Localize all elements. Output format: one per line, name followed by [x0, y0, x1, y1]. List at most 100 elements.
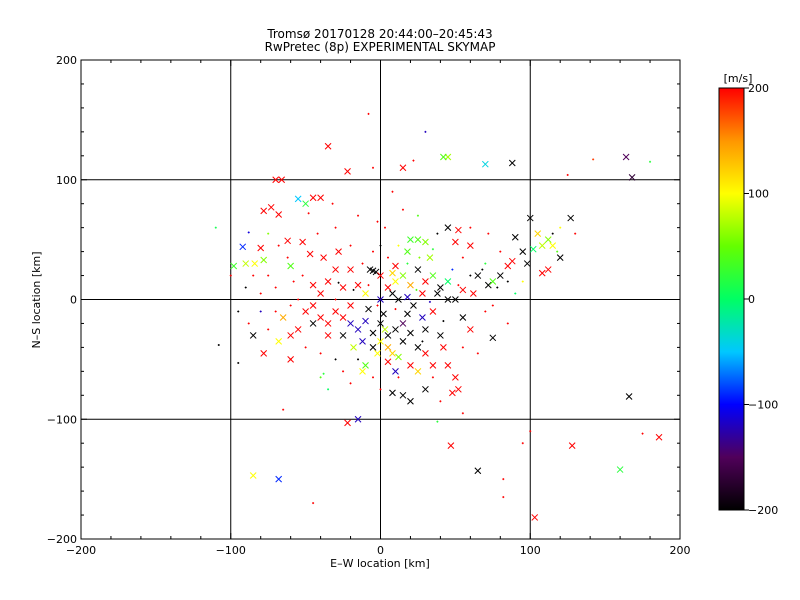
data-point-plus: [357, 358, 360, 361]
data-point-cross: [309, 194, 317, 202]
data-point-cross: [452, 296, 459, 303]
data-point-cross: [407, 281, 414, 289]
data-point-cross: [320, 254, 327, 261]
data-point-plus: [274, 286, 277, 289]
data-point-plus: [376, 304, 379, 307]
data-point-stroke: [294, 326, 302, 333]
data-point-plus: [487, 232, 490, 235]
data-point-plus: [383, 226, 386, 229]
data-point-plus: [289, 358, 292, 361]
data-point-plus: [506, 322, 509, 325]
data-point-plus: [237, 310, 240, 313]
data-point-stroke: [407, 236, 414, 243]
data-point-stroke: [272, 176, 280, 184]
data-point-cross: [429, 272, 437, 279]
data-point-cross: [399, 272, 407, 279]
data-point-plus: [244, 286, 247, 289]
data-point-cross: [568, 442, 576, 449]
data-point-stroke: [275, 338, 283, 345]
data-point-stroke: [362, 317, 369, 325]
data-point-cross: [419, 290, 426, 297]
data-point-stroke: [359, 367, 366, 375]
data-point-plus: [379, 388, 382, 391]
data-point-cross: [309, 281, 317, 289]
data-point-cross: [422, 238, 429, 246]
data-point-plus: [502, 478, 505, 481]
data-point-cross: [275, 475, 283, 483]
data-point-plus: [267, 328, 270, 331]
data-point-cross: [324, 320, 332, 327]
data-point-cross: [444, 278, 452, 285]
data-point-stroke: [440, 344, 447, 351]
data-point-stroke: [444, 278, 452, 285]
data-point-stroke: [526, 214, 534, 222]
data-point-cross: [365, 305, 372, 313]
data-point-cross: [230, 262, 238, 270]
data-point-stroke: [449, 389, 456, 397]
data-point-cross: [544, 266, 552, 273]
data-point-plus: [397, 376, 400, 379]
data-point-stroke: [309, 194, 317, 202]
data-point-stroke: [309, 302, 317, 309]
data-point-cross: [444, 224, 452, 232]
data-point-cross: [389, 290, 396, 297]
chart-title: Tromsø 20170128 20:44:00–20:45:43: [266, 27, 492, 41]
data-point-cross: [466, 326, 474, 333]
data-point-stroke: [399, 164, 407, 172]
data-point-cross: [294, 326, 302, 333]
data-point-stroke: [284, 237, 292, 245]
data-point-cross: [455, 226, 462, 234]
data-point-plus: [259, 292, 262, 295]
data-point-cross: [260, 256, 268, 264]
data-point-stroke: [339, 284, 347, 291]
data-point-plus: [406, 262, 409, 265]
data-point-plus: [301, 274, 304, 277]
data-point-cross: [523, 260, 531, 267]
data-point-cross: [414, 236, 422, 243]
data-point-stroke: [474, 467, 482, 475]
data-point-stroke: [489, 278, 497, 285]
data-point-plus: [481, 268, 484, 271]
data-point-cross: [309, 320, 317, 327]
x-tick-labels: −200 −100 0 100 200: [66, 544, 691, 557]
data-point-plus: [476, 352, 479, 355]
data-point-stroke: [447, 442, 455, 449]
data-point-stroke: [354, 326, 362, 333]
data-point-cross: [359, 367, 366, 375]
data-point-cross: [469, 290, 477, 297]
data-point-cross: [339, 314, 347, 321]
data-point-cross: [429, 362, 437, 369]
data-point-cross: [339, 332, 347, 339]
data-point-plus: [529, 430, 532, 433]
data-point-stroke: [452, 238, 459, 246]
data-point-cross: [374, 350, 381, 357]
data-point-stroke: [519, 248, 527, 255]
data-point-cross: [419, 314, 426, 321]
data-point-cross: [317, 314, 324, 321]
data-point-plus: [391, 190, 394, 193]
data-point-stroke: [567, 214, 575, 222]
data-point-cross: [369, 329, 377, 337]
data-point-stroke: [309, 281, 317, 289]
data-point-cross: [625, 393, 633, 400]
data-point-cross: [407, 329, 414, 337]
data-point-plus: [337, 281, 340, 284]
data-point-cross: [354, 415, 362, 423]
data-point-plus: [386, 256, 389, 259]
data-point-plus: [641, 432, 644, 435]
data-point-stroke: [366, 266, 374, 273]
data-point-stroke: [419, 290, 426, 297]
data-point-stroke: [369, 329, 377, 337]
y-axis-label: N–S location [km]: [30, 251, 43, 348]
data-point-cross: [384, 284, 392, 291]
data-point-cross: [377, 338, 384, 345]
data-point-stroke: [317, 314, 324, 321]
data-point-cross: [369, 344, 377, 351]
data-point-plus: [551, 232, 554, 235]
data-point-plus: [372, 376, 375, 379]
data-point-plus: [484, 310, 487, 313]
data-point-cross: [392, 367, 399, 375]
data-point-cross: [452, 238, 459, 246]
data-point-plus: [217, 344, 220, 347]
